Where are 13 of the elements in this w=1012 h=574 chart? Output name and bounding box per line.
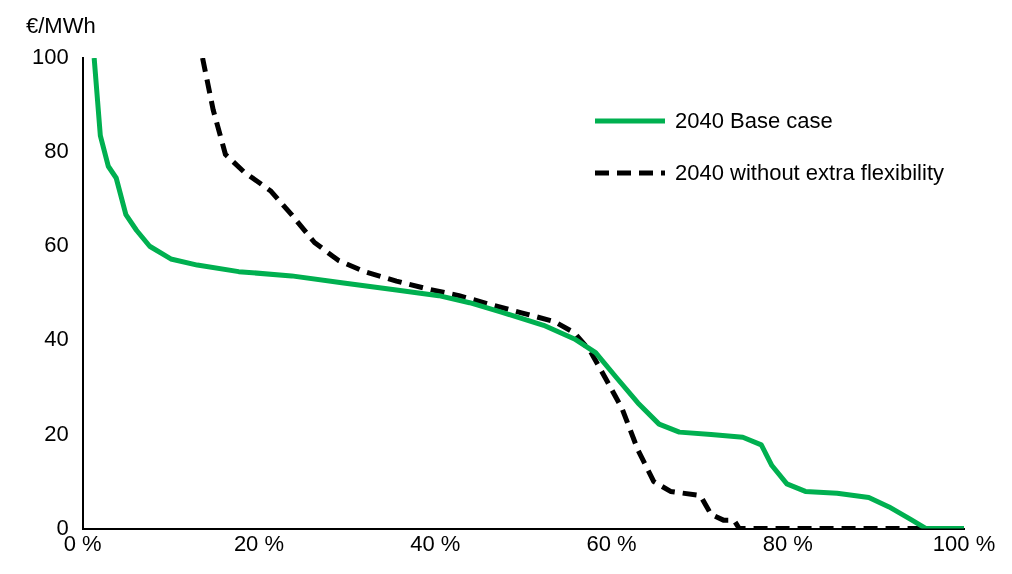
y-tick-label: 20 — [44, 420, 69, 446]
y-tick-label: 60 — [44, 232, 69, 258]
x-tick-label: 40 % — [410, 530, 461, 556]
x-tick-label: 60 % — [586, 530, 637, 556]
y-axis-title: €/MWh — [26, 13, 96, 39]
x-tick-label: 100 % — [932, 530, 996, 556]
x-tick-label: 20 % — [233, 530, 285, 556]
x-tick-label: 80 % — [762, 530, 813, 556]
legend-label: 2040 without extra flexibility — [674, 160, 944, 186]
y-tick-label: 80 — [44, 138, 69, 164]
legend-label: 2040 Base case — [674, 108, 833, 134]
y-tick-label: 100 — [31, 44, 69, 70]
y-tick-label: 40 — [44, 326, 69, 352]
